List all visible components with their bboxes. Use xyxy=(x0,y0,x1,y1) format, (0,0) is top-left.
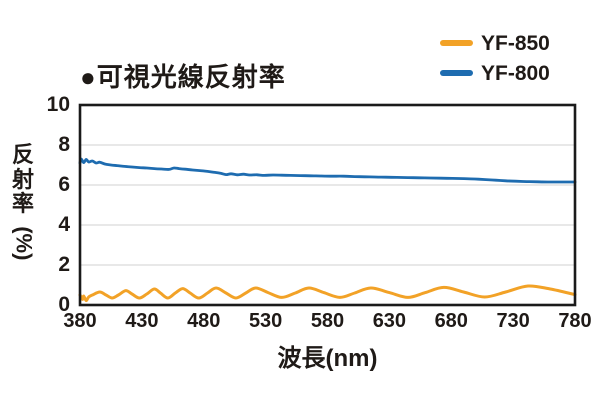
x-axis-title: 波長(nm) xyxy=(277,345,378,372)
yf800-line-swatch xyxy=(440,70,473,76)
x-tick-label-380: 380 xyxy=(63,310,97,332)
series-line-yf-800 xyxy=(78,157,577,184)
x-tick-label-580: 580 xyxy=(310,310,345,332)
legend-label-yf850: YF-850 xyxy=(481,31,550,55)
y-axis-title-char: 反 xyxy=(11,142,34,167)
yf850-line-swatch xyxy=(440,40,473,46)
y-tick-label-10: 10 xyxy=(46,93,70,116)
y-tick-label-0: 0 xyxy=(58,293,70,316)
y-axis-title-char: 率 xyxy=(11,191,34,217)
legend-label-yf800: YF-800 xyxy=(481,61,550,85)
x-tick-label-730: 730 xyxy=(496,310,530,332)
legend-item-yf850: YF-850 xyxy=(440,31,550,55)
x-tick-label-680: 680 xyxy=(434,310,468,332)
x-tick-label-780: 780 xyxy=(558,310,592,332)
legend: YF-850 YF-800 xyxy=(440,31,550,91)
y-tick-label-8: 8 xyxy=(58,133,70,156)
series-line-yf-850 xyxy=(78,284,577,303)
y-axis-title: 反射率 (%) xyxy=(6,142,40,260)
legend-item-yf800: YF-800 xyxy=(440,61,550,85)
y-axis-title-char: 射 xyxy=(11,166,34,192)
y-tick-label-4: 4 xyxy=(58,213,70,236)
y-tick-label-2: 2 xyxy=(58,253,70,276)
x-tick-label-480: 480 xyxy=(187,310,221,332)
x-tick-label-530: 530 xyxy=(248,310,283,332)
plot-border xyxy=(78,103,577,307)
y-tick-label-6: 6 xyxy=(58,173,70,196)
x-tick-label-430: 430 xyxy=(125,310,159,332)
chart-title: ●可視光線反射率 xyxy=(80,62,286,92)
x-tick-label-630: 630 xyxy=(372,310,407,332)
